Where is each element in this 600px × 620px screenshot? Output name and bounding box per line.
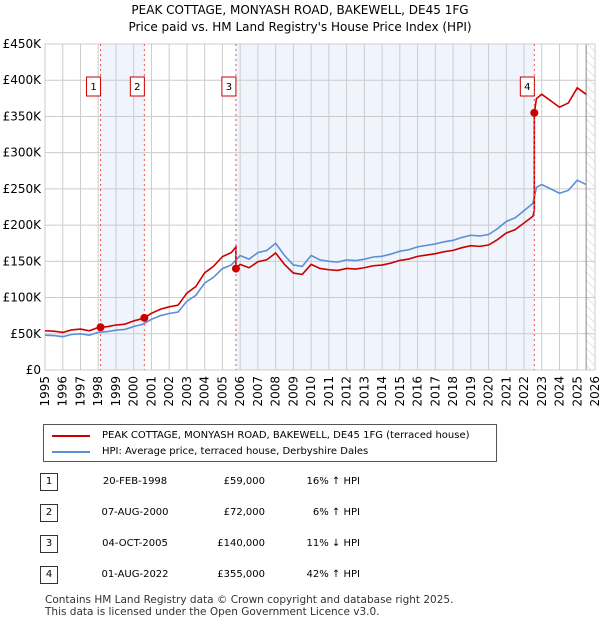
plot-border: [44, 43, 596, 371]
sale-price: £59,000: [223, 475, 265, 487]
sales-table: 1 20-FEB-1998 £59,000 16% ↑ HPI 2 07-AUG-2000…: [40, 466, 360, 590]
x-tick-label: 2008: [269, 376, 283, 407]
sale-number: 4: [40, 565, 58, 584]
future-hatch: [586, 44, 595, 370]
sale-price: £355,000: [217, 568, 265, 580]
sale-number: 1: [40, 472, 58, 491]
sale-label: 4: [524, 82, 530, 93]
sale-number: 3: [40, 534, 58, 553]
x-tick-label: 2011: [322, 376, 336, 407]
sale-hpi-diff: 6% ↑ HPI: [312, 506, 360, 518]
sale-label: 2: [134, 82, 140, 93]
y-tick-label: £350K: [3, 109, 43, 123]
legend: PEAK COTTAGE, MONYASH ROAD, BAKEWELL, DE…: [43, 424, 497, 462]
x-tick-label: 2023: [535, 376, 549, 407]
sale-date: 04-OCT-2005: [102, 537, 168, 549]
x-tick-label: 2021: [499, 376, 513, 407]
y-tick-label: £200K: [3, 218, 43, 232]
sale-hpi-diff: 16% ↑ HPI: [306, 475, 360, 487]
sale-price: £140,000: [217, 537, 265, 549]
x-tick-label: 2026: [588, 376, 600, 407]
y-tick-label: £450K: [3, 37, 43, 51]
chart-title: PEAK COTTAGE, MONYASH ROAD, BAKEWELL, DE…: [0, 2, 600, 36]
y-tick-label: £400K: [3, 73, 43, 87]
footer-line: This data is licensed under the Open Gov…: [45, 606, 380, 618]
x-tick-label: 2018: [446, 376, 460, 407]
sale-number: 2: [40, 503, 58, 522]
subtitle-line: Price paid vs. HM Land Registry's House …: [128, 20, 472, 34]
sale-date: 01-AUG-2022: [101, 568, 169, 580]
sale-point: [96, 323, 105, 332]
sale-point: [530, 108, 539, 117]
legend-swatch-red: [52, 434, 90, 437]
x-tick-label: 1999: [109, 376, 123, 407]
x-tick-label: 2025: [570, 376, 584, 407]
sale-label-box: [221, 76, 237, 97]
x-tick-label: 1997: [73, 376, 87, 407]
sale-hpi-diff: 42% ↑ HPI: [306, 568, 360, 580]
legend-label: HPI: Average price, terraced house, Derb…: [102, 446, 369, 457]
footer: Contains HM Land Registry data © Crown c…: [45, 594, 453, 618]
x-tick-label: 2017: [428, 376, 442, 407]
shaded-period: [100, 44, 145, 370]
x-tick-label: 2002: [162, 376, 176, 407]
sale-point: [231, 264, 240, 273]
sale-label-box: [86, 76, 102, 97]
x-tick-label: 2006: [233, 376, 247, 407]
x-tick-label: 2013: [357, 376, 371, 407]
x-tick-label: 2000: [127, 376, 141, 407]
x-tick-label: 2007: [251, 376, 265, 407]
legend-swatch-blue: [52, 450, 90, 453]
sale-row: 3 04-OCT-2005 £140,000 11% ↓ HPI: [40, 528, 360, 559]
x-tick-label: 2020: [482, 376, 496, 407]
footer-line: Contains HM Land Registry data © Crown c…: [45, 594, 454, 606]
shaded-period: [235, 44, 535, 370]
price-chart: £0 £50K £100K £150K £200K £250K £300K £350K £400…: [3, 37, 600, 407]
sale-label-box: [129, 76, 145, 97]
sale-row: 4 01-AUG-2022 £355,000 42% ↑ HPI: [40, 559, 360, 590]
x-tick-label: 2005: [215, 376, 229, 407]
legend-property: PEAK COTTAGE, MONYASH ROAD, BAKEWELL, DE…: [52, 429, 470, 442]
x-tick-label: 2001: [144, 376, 158, 407]
legend-hpi: HPI: Average price, terraced house, Derb…: [52, 445, 368, 458]
x-tick-label: 2019: [464, 376, 478, 407]
x-tick-label: 2009: [286, 376, 300, 407]
y-tick-label: £250K: [3, 182, 43, 196]
property-line: [44, 86, 587, 334]
x-tick-label: 1995: [38, 376, 52, 407]
title-line: PEAK COTTAGE, MONYASH ROAD, BAKEWELL, DE…: [131, 3, 469, 17]
x-tick-label: 2014: [375, 376, 389, 407]
x-tick-label: 2015: [393, 376, 407, 407]
y-tick-label: £300K: [3, 146, 43, 160]
sale-row: 2 07-AUG-2000 £72,000 6% ↑ HPI: [40, 497, 360, 528]
x-tick-label: 2003: [180, 376, 194, 407]
sale-point: [140, 313, 149, 322]
y-tick-label: £50K: [10, 327, 42, 341]
sale-date: 07-AUG-2000: [101, 506, 169, 518]
x-tick-label: 1996: [56, 376, 70, 407]
x-tick-label: 2016: [411, 376, 425, 407]
x-tick-label: 2024: [553, 376, 567, 407]
y-tick-label: £0: [26, 363, 41, 377]
x-tick-label: 1998: [91, 376, 105, 407]
y-tick-label: £150K: [3, 254, 43, 268]
sale-label: 3: [226, 82, 232, 93]
y-tick-label: £100K: [3, 291, 43, 305]
sale-date: 20-FEB-1998: [102, 475, 168, 487]
hpi-line: [44, 179, 587, 338]
x-tick-label: 2010: [304, 376, 318, 407]
x-tick-label: 2012: [340, 376, 354, 407]
sale-row: 1 20-FEB-1998 £59,000 16% ↑ HPI: [40, 466, 360, 497]
sale-price: £72,000: [223, 506, 265, 518]
legend-label: PEAK COTTAGE, MONYASH ROAD, BAKEWELL, DE…: [102, 430, 470, 441]
sale-label-box: [519, 76, 535, 97]
x-tick-label: 2022: [517, 376, 531, 407]
sale-label: 1: [90, 82, 96, 93]
x-tick-label: 2004: [198, 376, 212, 407]
sale-hpi-diff: 11% ↓ HPI: [306, 537, 360, 549]
